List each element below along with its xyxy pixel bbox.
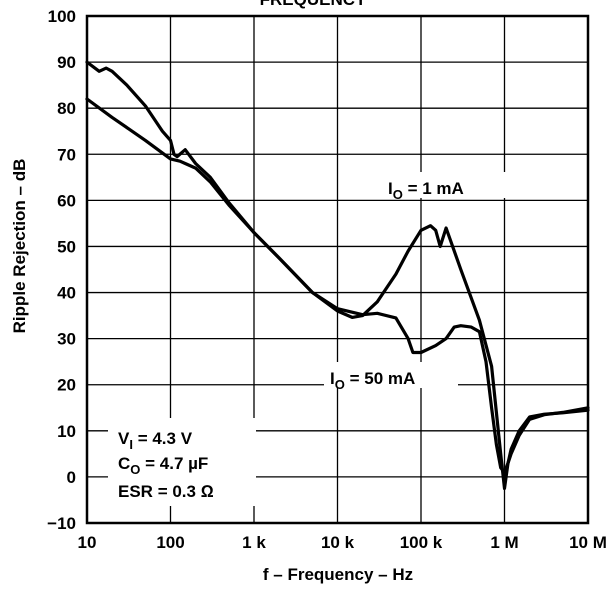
x-tick-labels: 10 100 1 k 10 k 100 k 1 M 10 M — [78, 533, 607, 552]
y-tick-label: 0 — [67, 468, 76, 487]
y-tick-label: 60 — [57, 191, 76, 210]
x-tick-label: 10 M — [569, 533, 607, 552]
condition-line: VI = 4.3 V — [118, 429, 193, 452]
x-tick-label: 10 k — [321, 533, 355, 552]
label-io-50ma-bg — [324, 362, 458, 388]
plot-frame — [85, 14, 590, 525]
label-io-1ma-bg — [382, 172, 516, 198]
series-line-io-1ma — [85, 60, 590, 490]
label-io-1ma: IO = 1 mA — [382, 172, 516, 202]
label-io-50ma-text: IO = 50 mA — [330, 369, 415, 392]
x-tick-label: 1 k — [242, 533, 266, 552]
conditions-bg — [108, 418, 256, 506]
y-tick-label: 50 — [57, 237, 76, 256]
y-tick-label: 70 — [57, 145, 76, 164]
annotation-labels: IO = 1 mA IO = 50 mA VI = 4.3 VCO = 4.7 µF… — [108, 172, 516, 506]
y-tick-labels: −10 0 10 20 30 40 50 60 70 80 90 100 — [47, 7, 76, 533]
label-io-50ma: IO = 50 mA — [324, 362, 458, 392]
y-tick-label: 10 — [57, 422, 76, 441]
chart-title: FREQUENCY — [260, 0, 367, 9]
series-line-io-50ma — [85, 97, 590, 474]
y-tick-label: 90 — [57, 53, 76, 72]
x-tick-label: 100 — [156, 533, 184, 552]
condition-line: CO = 4.7 µF — [118, 454, 208, 477]
y-tick-label: 40 — [57, 284, 76, 303]
condition-line: ESR = 0.3 Ω — [118, 482, 214, 501]
y-tick-label: 100 — [48, 7, 76, 26]
x-tick-label: 100 k — [400, 533, 443, 552]
series-lines — [85, 60, 590, 490]
y-tick-label: 80 — [57, 99, 76, 118]
label-io-1ma-text: IO = 1 mA — [388, 179, 464, 202]
x-tick-label: 1 M — [490, 533, 518, 552]
y-tick-label: 20 — [57, 376, 76, 395]
y-tick-label: 30 — [57, 330, 76, 349]
conditions-box: VI = 4.3 VCO = 4.7 µF ESR = 0.3 Ω — [108, 418, 256, 506]
x-tick-label: 10 — [78, 533, 97, 552]
x-axis-label: f – Frequency – Hz — [263, 565, 413, 584]
y-axis-label: Ripple Rejection – dB — [10, 159, 29, 334]
y-tick-label: −10 — [47, 514, 76, 533]
